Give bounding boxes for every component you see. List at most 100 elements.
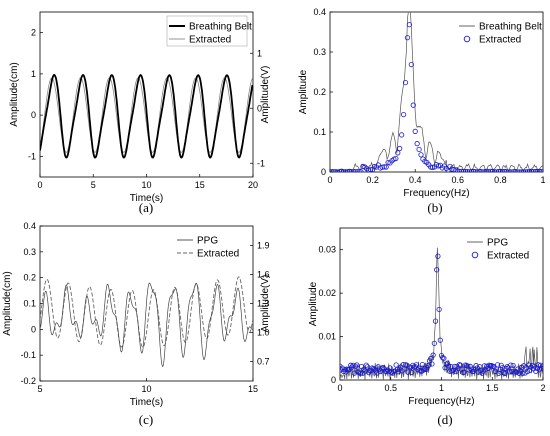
data-point [446, 363, 452, 369]
panel-caption: (b) [427, 200, 442, 215]
data-point [470, 168, 476, 172]
data-point [364, 364, 371, 370]
data-point [508, 362, 514, 368]
data-point [528, 168, 534, 172]
data-point [357, 370, 363, 376]
data-point [532, 169, 538, 172]
y-tick-label: 0.02 [318, 288, 336, 298]
data-point [476, 169, 482, 172]
legend: Breathing Belt Extracted [166, 15, 252, 47]
data-point [505, 169, 511, 172]
data-point [477, 364, 483, 370]
data-point [330, 169, 333, 172]
x-tick-label: 0.2 [366, 175, 379, 185]
data-point [490, 168, 496, 172]
data-point [340, 169, 347, 172]
series-line-extracted [40, 77, 253, 153]
x-tick-label: 0.4 [409, 175, 422, 185]
x-tick-label: 10 [141, 180, 151, 190]
legend-marker [471, 251, 479, 259]
data-point [520, 370, 526, 376]
data-point [519, 169, 525, 172]
data-point [501, 168, 507, 172]
y-axis-label: Amplitude(cm) [9, 62, 20, 126]
x-axis-label: Time(s) [130, 193, 164, 204]
data-point [510, 362, 516, 369]
y-tick-label: 0 [331, 375, 336, 385]
data-point [495, 362, 501, 368]
data-point [399, 132, 405, 138]
x-tick-label: 0.6 [452, 175, 465, 185]
data-point [522, 169, 529, 172]
data-point [346, 168, 352, 172]
x-tick-label: 10 [141, 384, 151, 394]
data-point [428, 355, 434, 362]
data-point [429, 361, 435, 367]
data-point [455, 168, 461, 172]
data-point [379, 366, 385, 372]
data-point [484, 168, 490, 172]
data-point [534, 168, 540, 172]
data-point [459, 168, 465, 172]
data-point [444, 360, 451, 366]
data-point [388, 369, 394, 375]
x-axis-label: Frequency(Hz) [403, 188, 469, 199]
chart-panel-a: 0 5 10 15 20 -1 0 1 2 -1 0 1 Amplitude(V) Time(s) Ampl… [9, 11, 271, 215]
y-axis-label: Amplitude(cm) [2, 271, 13, 335]
y-tick-label: 0 [321, 167, 326, 177]
data-point [413, 362, 420, 368]
y-tick-label: -0.1 [20, 350, 36, 360]
data-point [457, 169, 463, 172]
x-tick-label: 20 [248, 180, 258, 190]
data-point [535, 362, 541, 368]
legend-label: Extracted [479, 35, 521, 46]
data-point [536, 168, 542, 172]
data-point [431, 340, 437, 346]
data-point [506, 369, 513, 375]
y-right-tick-label: 1.9 [257, 240, 270, 250]
data-point [435, 253, 441, 259]
legend-label: PPG [197, 236, 218, 247]
y-right-tick-label: 0 [257, 103, 262, 113]
data-point [436, 306, 442, 313]
data-point [406, 22, 412, 28]
legend: PPG Extracted [465, 232, 537, 262]
data-point [507, 169, 513, 172]
data-point [340, 363, 343, 369]
data-point [524, 169, 531, 172]
y-tick-label: 0.2 [23, 273, 36, 283]
panel-caption: (c) [139, 412, 153, 427]
y-right-tick-label: -1 [257, 158, 265, 168]
data-point [428, 164, 434, 170]
data-point [331, 169, 337, 172]
y-axis-label: Amplitude [308, 281, 319, 326]
data-point [461, 369, 467, 375]
data-point [402, 79, 409, 86]
data-point [333, 169, 339, 172]
y-right-tick-label: 1.3 [257, 299, 270, 309]
data-point [414, 141, 420, 147]
data-point [422, 365, 428, 372]
x-tick-label: 5 [91, 180, 96, 190]
data-point [449, 368, 455, 374]
y-tick-label: 0.1 [313, 127, 326, 137]
x-tick-label: 0.5 [384, 383, 397, 393]
data-point [529, 362, 535, 369]
panel-caption: (d) [437, 412, 452, 427]
data-point [516, 370, 522, 376]
data-point [530, 169, 536, 172]
legend-label: Breathing Belt [189, 22, 252, 33]
y-tick-label: 0 [31, 324, 36, 334]
y-axis-label: Amplitude [298, 69, 309, 114]
data-point [515, 169, 521, 172]
data-point [491, 168, 498, 172]
data-point [405, 369, 411, 375]
data-point [462, 169, 469, 172]
data-point [361, 366, 367, 372]
data-point [483, 366, 489, 372]
data-point [461, 168, 467, 172]
data-point [432, 318, 439, 324]
data-point [503, 168, 509, 172]
legend-box [457, 16, 537, 46]
